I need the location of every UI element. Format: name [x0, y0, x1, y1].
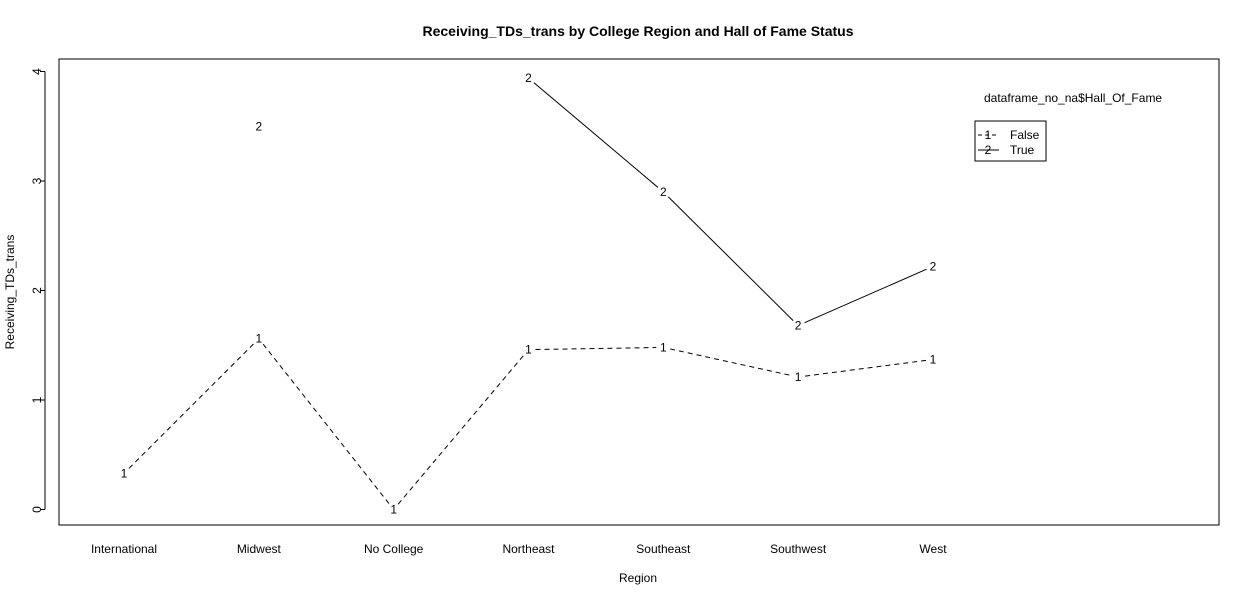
x-category-label: Northeast: [502, 542, 555, 556]
data-point-false: 1: [121, 466, 128, 480]
series-line-false: [128, 343, 255, 469]
chart-title: Receiving_TDs_trans by College Region an…: [423, 23, 854, 39]
y-tick-label: 0: [30, 506, 44, 513]
x-category-label: West: [919, 542, 947, 556]
data-point-false: 1: [660, 340, 667, 354]
data-point-true: 2: [525, 71, 532, 85]
x-axis-categories: International Midwest No College Northeast S…: [91, 542, 947, 556]
series-line-false: [535, 347, 657, 351]
data-point-true: 2: [795, 319, 802, 333]
data-point-false: 1: [390, 503, 397, 517]
y-tick-label: 1: [30, 396, 44, 403]
data-point-false: 1: [525, 343, 532, 357]
legend: dataframe_no_na$Hall_Of_Fame 1 False 2 True: [974, 91, 1162, 162]
y-tick-label: 3: [30, 177, 44, 184]
x-category-label: International: [91, 542, 157, 556]
series-line-true: [533, 82, 659, 188]
series-line-true: [667, 196, 794, 321]
series-line-true: [804, 268, 927, 324]
x-category-label: Midwest: [237, 542, 282, 556]
series-line-false: [397, 354, 525, 505]
y-axis-label: Receiving_TDs_trans: [3, 235, 17, 350]
series-group: 1 1 1 1 1 1 1 2 2 2 2 2: [121, 71, 937, 516]
y-axis: 0 1 2 3 4: [30, 68, 46, 513]
data-point-true: 2: [255, 119, 262, 133]
series-line-false: [805, 359, 927, 377]
legend-box: [974, 120, 1047, 162]
legend-symbol: 2: [985, 143, 992, 157]
x-axis-label: Region: [619, 571, 657, 585]
y-tick-label: 2: [30, 287, 44, 294]
data-point-true: 2: [930, 259, 937, 273]
series-line-false: [262, 343, 390, 505]
data-point-false: 1: [795, 370, 802, 384]
legend-title: dataframe_no_na$Hall_Of_Fame: [984, 91, 1162, 105]
x-category-label: Southwest: [770, 542, 827, 556]
series-line-false: [670, 348, 792, 376]
y-tick-label: 4: [30, 68, 44, 75]
legend-label-false: False: [1010, 128, 1040, 142]
legend-symbol: 1: [985, 128, 992, 142]
data-point-true: 2: [660, 185, 667, 199]
x-category-label: No College: [364, 542, 424, 556]
plot-frame: [58, 58, 1220, 526]
data-point-false: 1: [930, 352, 937, 366]
legend-label-true: True: [1010, 143, 1035, 157]
x-category-label: Southeast: [636, 542, 691, 556]
data-point-false: 1: [255, 332, 262, 346]
